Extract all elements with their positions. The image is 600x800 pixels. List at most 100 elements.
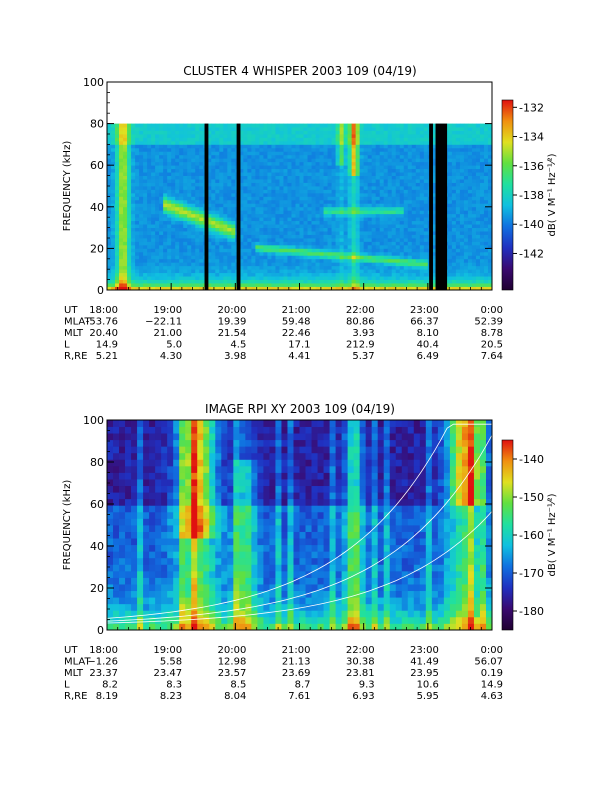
- spectrogram-cell: [331, 130, 336, 135]
- spectrogram-cell: [271, 206, 276, 211]
- spectrogram-cell: [239, 265, 244, 270]
- spectrogram-cell: [335, 248, 341, 253]
- spectrogram-cell: [251, 151, 256, 156]
- spectrogram-cell: [119, 213, 124, 218]
- spectrogram-cell: [139, 217, 144, 222]
- spectrogram-cell: [115, 151, 120, 156]
- spectrogram-cell: [455, 224, 461, 228]
- spectrogram-cell: [125, 531, 132, 539]
- spectrogram-cell: [431, 210, 437, 215]
- spectrogram-cell: [139, 165, 144, 170]
- spectrogram-cell: [155, 196, 160, 201]
- spectrogram-cell: [279, 144, 284, 149]
- spectrogram-cell: [171, 123, 176, 128]
- spectrogram-cell: [475, 248, 481, 253]
- spectrogram-cell: [115, 241, 120, 246]
- spectrogram-cell: [347, 220, 353, 225]
- spectrogram-cell: [267, 251, 272, 256]
- spectrogram-cell: [415, 255, 421, 260]
- spectrogram-cell: [299, 130, 304, 135]
- spectrogram-cell: [327, 238, 332, 242]
- spectrogram-cell: [123, 248, 128, 253]
- spectrogram-cell: [239, 168, 244, 173]
- spectrogram-cell: [135, 137, 140, 142]
- spectrogram-cell: [247, 238, 252, 242]
- spectrogram-cell: [125, 511, 132, 519]
- spectrogram-cell: [123, 158, 128, 163]
- spectrogram-cell: [327, 161, 332, 166]
- spectrogram-cell: [415, 140, 421, 145]
- spectrogram-cell: [131, 186, 136, 190]
- spectrogram-cell: [323, 154, 328, 159]
- spectrogram-cell: [335, 140, 341, 145]
- spectrogram-cell: [227, 220, 232, 225]
- spectrogram-cell: [407, 279, 413, 284]
- spectrogram-cell: [247, 127, 252, 131]
- spectrogram-cell: [343, 161, 349, 166]
- spectrogram-cell: [327, 213, 332, 218]
- spectrogram-cell: [207, 272, 212, 277]
- spectrogram-cell: [243, 137, 248, 142]
- spectrogram-cell: [475, 140, 481, 145]
- spectrogram-cell: [223, 123, 228, 128]
- spectrogram-cell: [395, 189, 401, 194]
- spectrogram-cell: [159, 224, 164, 228]
- spectrogram-cell: [383, 151, 389, 156]
- spectrogram-cell: [243, 258, 248, 263]
- spectrogram-cell: [327, 134, 332, 138]
- spectrogram-cell: [347, 130, 353, 135]
- spectrogram-cell: [143, 262, 148, 267]
- spectrogram-cell: [431, 206, 437, 211]
- spectrogram-cell: [347, 175, 353, 180]
- spectrogram-cell: [227, 144, 232, 149]
- spectrogram-cell: [331, 244, 336, 249]
- spectrogram-cell: [459, 154, 465, 159]
- spectrogram-cell: [159, 279, 164, 284]
- spectrogram-cell: [135, 272, 140, 277]
- spectrogram-cell: [467, 134, 473, 138]
- spectrogram-cell: [111, 276, 116, 280]
- spectrogram-cell: [311, 158, 316, 163]
- spectrogram-cell: [455, 199, 461, 204]
- spectrogram-cell: [139, 151, 144, 156]
- spectrogram-cell: [351, 196, 357, 201]
- spectrogram-cell: [467, 248, 473, 253]
- spectrogram-cell: [155, 210, 160, 215]
- spectrogram-cell: [115, 220, 120, 225]
- spectrogram-cell: [123, 175, 128, 180]
- spectrogram-cell: [367, 196, 373, 201]
- spectrogram-cell: [223, 199, 228, 204]
- spectrogram-cell: [419, 130, 425, 135]
- spectrogram-cell: [183, 161, 188, 166]
- spectrogram-cell: [227, 130, 232, 135]
- spectrogram-cell: [467, 227, 473, 232]
- ephemeris-value: 19.39: [218, 317, 247, 328]
- spectrogram-cell: [463, 213, 469, 218]
- spectrogram-cell: [399, 203, 405, 208]
- spectrogram-cell: [283, 140, 288, 145]
- spectrogram-cell: [415, 154, 421, 159]
- spectrogram-cell: [483, 186, 489, 190]
- spectrogram-cell: [119, 248, 124, 253]
- spectrogram-cell: [207, 234, 212, 239]
- spectrogram-cell: [175, 272, 180, 277]
- spectrogram-cell: [323, 238, 328, 242]
- spectrogram-cell: [143, 127, 148, 131]
- spectrogram-cell: [283, 186, 288, 190]
- spectrogram-cell: [167, 186, 172, 190]
- spectrogram-cell: [367, 199, 373, 204]
- spectrogram-cell: [107, 255, 112, 260]
- spectrogram-cell: [411, 262, 417, 267]
- spectrogram-cell: [111, 147, 116, 152]
- spectrogram-cell: [183, 134, 188, 138]
- spectrogram-cell: [135, 123, 140, 128]
- spectrogram-cell: [327, 234, 332, 239]
- spectrogram-cell: [127, 255, 132, 260]
- spectrogram-cell: [137, 479, 144, 487]
- spectrogram-cell: [375, 255, 381, 260]
- spectrogram-cell: [303, 203, 308, 208]
- spectrogram-cell: [339, 196, 345, 201]
- spectrogram-cell: [287, 265, 292, 270]
- spectrogram-cell: [479, 241, 485, 246]
- spectrogram-cell: [131, 433, 138, 441]
